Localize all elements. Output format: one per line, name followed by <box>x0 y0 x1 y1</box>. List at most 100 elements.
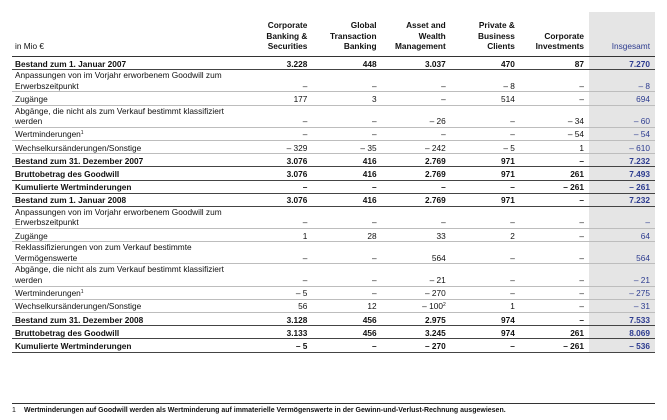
value-cell: – 261 <box>519 338 590 353</box>
value-cell: – <box>312 338 382 353</box>
total-cell: 7.270 <box>589 56 655 71</box>
row-label-text: Wechselkursänderungen/Sonstige <box>15 301 142 312</box>
cell-value: 3.245 <box>424 327 446 338</box>
cell-value: – <box>510 340 515 351</box>
value-cell: – <box>381 180 451 194</box>
row-label-text: Anpassungen von im Vorjahr erworbenem Go… <box>15 70 222 91</box>
table-row: Abgänge, die nicht als zum Verkauf besti… <box>12 263 655 287</box>
value-cell: – <box>243 127 313 141</box>
value-cell: 3.245 <box>381 325 451 340</box>
value-cell: 416 <box>312 193 382 207</box>
value-cell: – <box>450 180 520 194</box>
value-cell: – <box>312 286 382 300</box>
value-cell: – <box>381 206 451 230</box>
table-header: in Mio € Corporate Banking & Securities … <box>12 12 655 57</box>
cell-value: – 8 <box>638 80 650 91</box>
row-label: Anpassungen von im Vorjahr erworbenem Go… <box>12 69 244 93</box>
cell-value: 974 <box>501 327 515 338</box>
total-cell: – 536 <box>589 338 655 353</box>
cell-value: – 261 <box>563 340 585 351</box>
value-cell: 2.975 <box>381 312 451 327</box>
row-label: Kumulierte Wertminderungen <box>12 338 244 353</box>
cell-value: – 8 <box>503 80 515 91</box>
table-row: Bestand zum 1. Januar 2008 3.076 416 2.769 9… <box>12 193 655 207</box>
value-cell: 3.128 <box>243 312 313 327</box>
cell-value: – 21 <box>633 275 650 286</box>
value-cell: 514 <box>450 91 520 106</box>
cell-value: – <box>302 252 308 263</box>
value-cell: 261 <box>519 325 590 340</box>
row-label-text: Anpassungen von im Vorjahr erworbenem Go… <box>15 206 222 228</box>
value-cell: – <box>381 69 451 93</box>
cell-value: 514 <box>501 93 515 104</box>
cell-value: – <box>510 129 515 140</box>
cell-value: – <box>371 275 377 286</box>
value-cell: – <box>450 286 520 300</box>
value-cell: 971 <box>450 153 520 168</box>
cell-value: 7.533 <box>629 314 650 325</box>
cell-value: – 329 <box>286 142 308 153</box>
footnote-marker: 1 <box>80 289 84 296</box>
row-label-text: Abgänge, die nicht als zum Verkauf besti… <box>15 105 224 127</box>
cell-value: 971 <box>501 155 515 166</box>
value-cell: 974 <box>450 325 520 340</box>
row-label: Wechselkursänderungen/Sonstige <box>12 140 244 155</box>
table-row: Kumulierte Wertminderungen – 5 – – 270 – – 26… <box>12 338 655 353</box>
total-cell: – 275 <box>589 286 655 300</box>
table-row: Wechselkursänderungen/Sonstige 56 12– 1002… <box>12 299 655 314</box>
cell-value: – <box>441 93 446 104</box>
cell-value: 2.769 <box>424 168 446 179</box>
table-row: Kumulierte Wertminderungen – – – – – 261 – 261 <box>12 180 655 194</box>
cell-value: – <box>371 340 377 351</box>
cell-value: – <box>371 182 377 193</box>
value-cell: – 261 <box>519 180 590 194</box>
cell-value: 416 <box>362 155 377 166</box>
footnote-marker: 2 <box>442 302 446 309</box>
cell-value: 177 <box>293 93 308 104</box>
cell-value: 261 <box>570 168 585 179</box>
table-row: Bestand zum 1. Januar 2007 3.228 448 3.037 4… <box>12 56 655 71</box>
total-cell: 64 <box>589 228 655 243</box>
total-cell: – 610 <box>589 140 655 155</box>
value-cell: – <box>243 206 313 230</box>
value-cell: – 1002 <box>381 299 451 314</box>
cell-value: 3.076 <box>286 195 308 206</box>
cell-value: – 100 <box>422 301 443 312</box>
cell-value: – 60 <box>633 116 650 127</box>
cell-value: 1 <box>510 301 515 312</box>
value-cell: 1 <box>519 140 590 155</box>
value-cell: 3.133 <box>243 325 313 340</box>
table-row: Wechselkursänderungen/Sonstige – 329 – 35 –… <box>12 140 655 155</box>
cell-value: 3.133 <box>286 327 308 338</box>
row-label-text: Bestand zum 1. Januar 2008 <box>15 195 127 206</box>
total-cell: – 21 <box>589 263 655 287</box>
cell-value: 2 <box>510 230 515 241</box>
table-row: Anpassungen von im Vorjahr erworbenem Go… <box>12 206 655 230</box>
cell-value: – <box>579 155 585 166</box>
cell-value: – 5 <box>295 288 308 299</box>
value-cell: 177 <box>243 91 313 106</box>
row-label: Anpassungen von im Vorjahr erworbenem Go… <box>12 206 244 230</box>
row-label-text: Bestand zum 1. Januar 2007 <box>15 58 127 69</box>
total-cell: – 60 <box>589 105 655 128</box>
cell-value: – 242 <box>424 142 446 153</box>
cell-value: 3 <box>371 93 377 104</box>
cell-value: – <box>579 217 585 228</box>
value-cell: – <box>312 69 382 93</box>
value-cell: 971 <box>450 193 520 207</box>
value-cell: – 35 <box>312 140 382 155</box>
value-cell: – <box>243 263 313 287</box>
cell-value: 7.493 <box>629 168 650 179</box>
cell-value: – <box>645 217 650 228</box>
value-cell: – <box>243 180 313 194</box>
row-label-text: Wertminderungen <box>15 288 81 299</box>
value-cell: – <box>450 241 520 265</box>
cell-value: 7.232 <box>629 155 650 166</box>
cell-value: 3.128 <box>286 314 308 325</box>
cell-value: 974 <box>501 314 515 325</box>
value-cell: – <box>312 206 382 230</box>
value-cell: – 21 <box>381 263 451 287</box>
cell-value: 1 <box>302 230 308 241</box>
value-cell: – <box>450 206 520 230</box>
